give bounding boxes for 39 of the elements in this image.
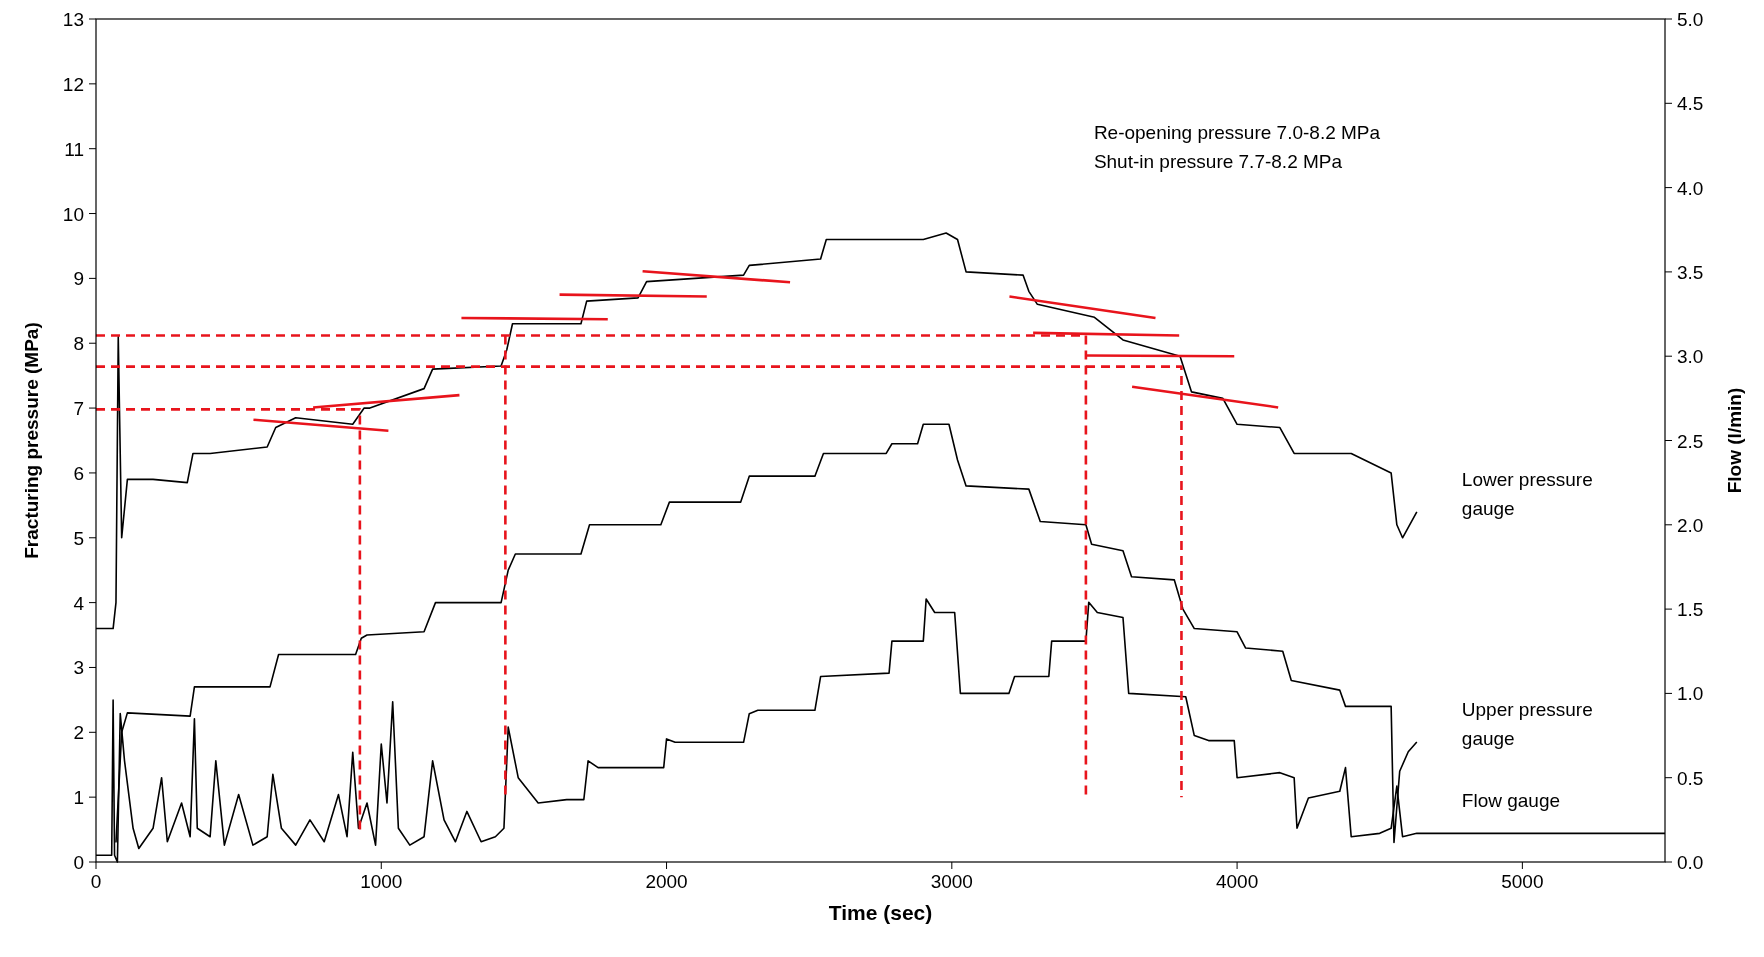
x-tick-label: 3000: [930, 871, 973, 892]
y-tick-label: 10: [62, 203, 84, 225]
y-tick-label: 5: [73, 527, 84, 549]
y-tick-label: 11: [64, 138, 84, 160]
y2-tick-label: 3.5: [1677, 261, 1704, 283]
series-label: Flow gauge: [1461, 790, 1561, 812]
y-tick-label: 13: [62, 9, 84, 30]
y2-axis-title: Flow (l/min): [1724, 387, 1745, 494]
y-tick-label: 8: [73, 333, 84, 355]
y2-tick-label: 2.0: [1677, 514, 1704, 536]
y-tick-label: 7: [73, 398, 84, 420]
y2-tick-label: 4.0: [1677, 177, 1704, 199]
y-tick-label: 3: [73, 657, 84, 679]
y2-tick-label: 4.5: [1677, 93, 1704, 115]
x-tick-label: 5000: [1501, 871, 1544, 892]
x-tick-label: 2000: [645, 871, 688, 892]
y-axis-title: Fracturing pressure (MPa): [21, 322, 42, 559]
annotation: Re-opening pressure 7.0-8.2 MPa: [1093, 122, 1381, 143]
x-tick-label: 4000: [1215, 871, 1259, 892]
text: Upper pressure gauge: [1461, 699, 1593, 750]
y-tick-label: 12: [62, 73, 84, 95]
y-tick-label: 9: [73, 268, 84, 290]
y2-tick-label: 1.5: [1677, 599, 1704, 621]
y2-tick-label: 0.0: [1677, 852, 1704, 873]
y-tick-label: 4: [73, 592, 85, 614]
y2-tick-label: 1.0: [1677, 683, 1704, 705]
y2-tick-label: 5.0: [1677, 9, 1704, 30]
x-tick-label: 1000: [360, 871, 403, 892]
y2-tick-label: 0.5: [1677, 767, 1704, 789]
x-tick-label: 0: [90, 871, 102, 892]
y-tick-label: 0: [73, 852, 84, 873]
y-tick-label: 2: [73, 722, 84, 744]
y2-tick-label: 3.0: [1677, 346, 1704, 368]
text: Lower pressure gauge: [1461, 468, 1593, 519]
y2-tick-label: 2.5: [1677, 430, 1704, 452]
x-axis-title: Time (sec): [828, 901, 933, 924]
y-tick-label: 6: [73, 462, 84, 484]
y-tick-label: 1: [73, 787, 84, 809]
annotation: Shut-in pressure 7.7-8.2 MPa: [1093, 151, 1343, 172]
